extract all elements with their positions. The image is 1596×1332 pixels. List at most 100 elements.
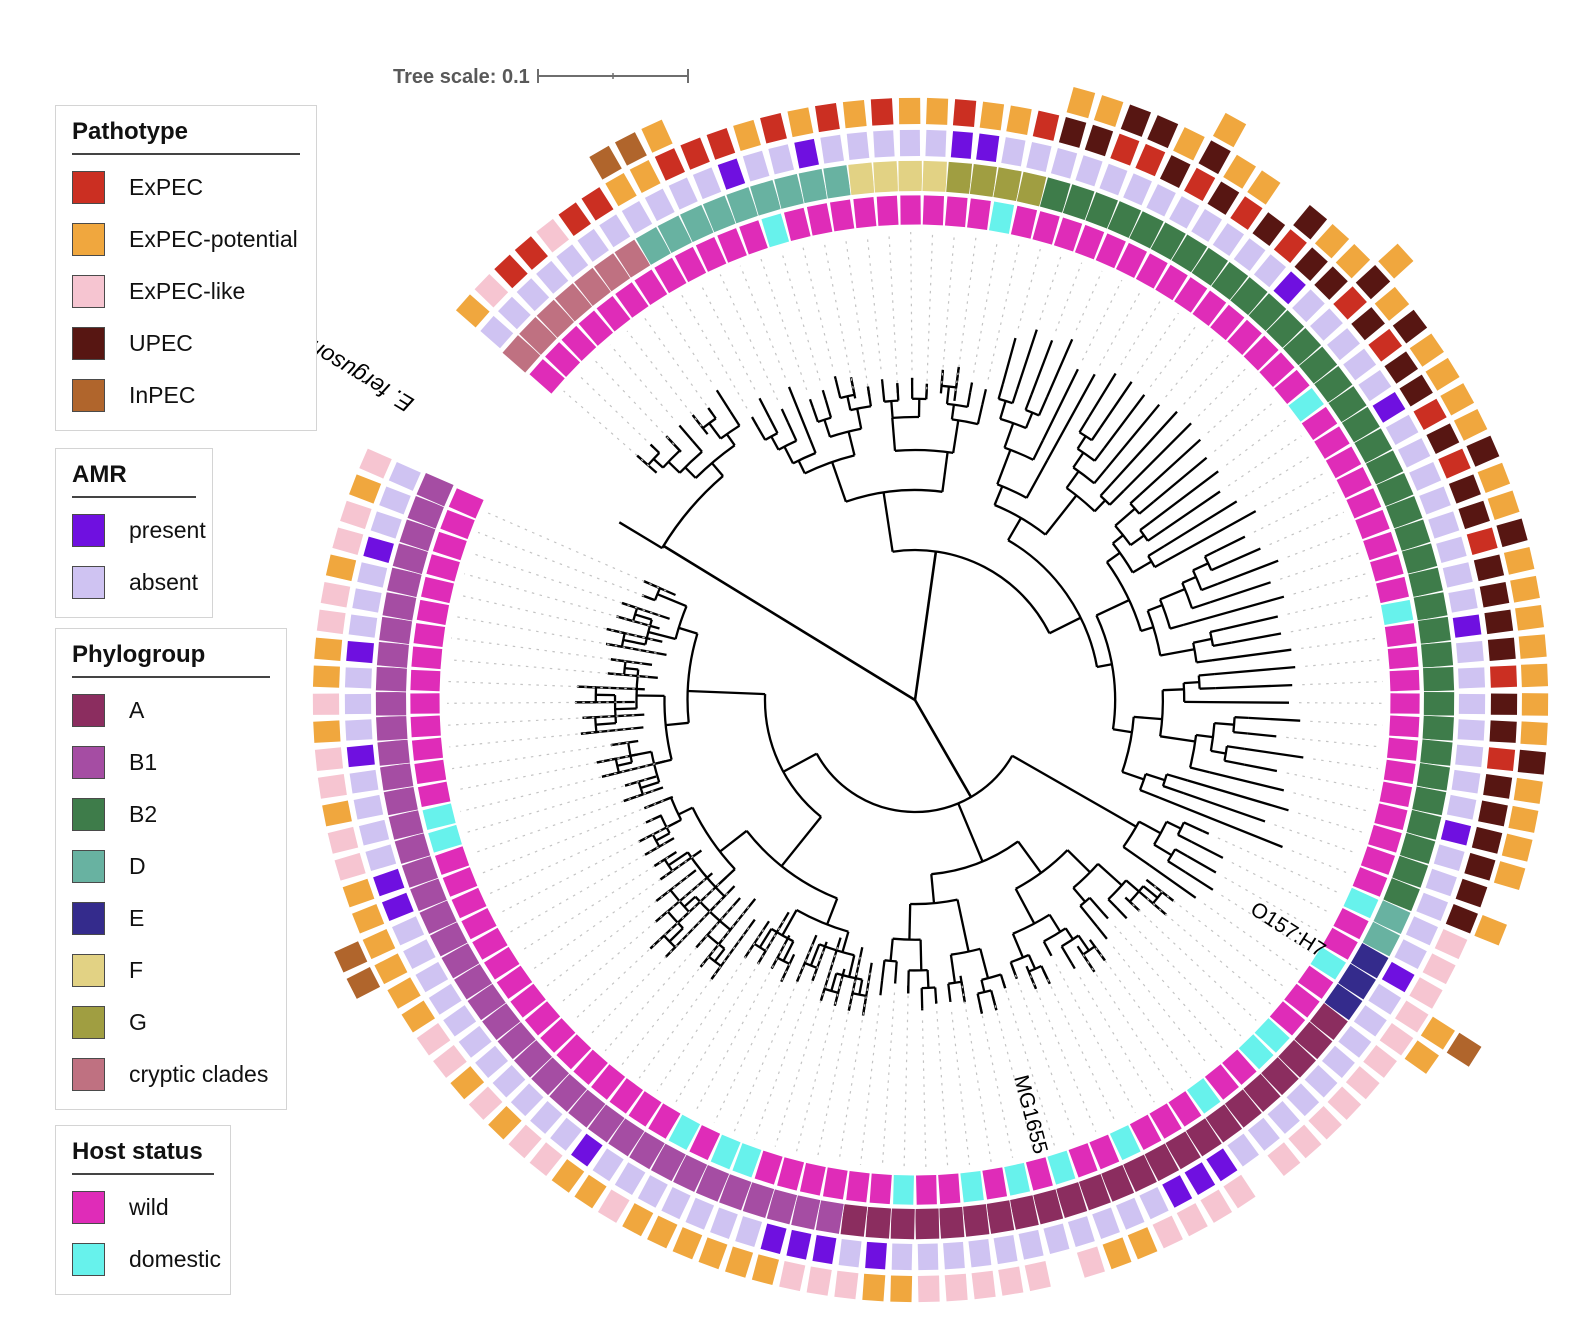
leaf-guide-ray — [802, 245, 834, 367]
tree-branch — [758, 397, 771, 419]
tree-branch — [1169, 623, 1185, 630]
ring-amr-cell — [380, 891, 415, 923]
legend-host: Host status wild domestic — [55, 1125, 231, 1295]
ring-amr-cell — [1424, 867, 1458, 898]
tree-branch — [925, 383, 929, 400]
ring-host-status-cell — [633, 268, 669, 307]
ring-pathotype-1-cell — [778, 1260, 807, 1293]
ring-phylogroup-cell — [375, 714, 409, 742]
leaf-guide-ray — [454, 615, 657, 654]
tree-branch — [782, 940, 795, 962]
leaf-guide-ray — [1055, 262, 1083, 332]
tree-branch — [1096, 663, 1113, 669]
leaf-guide-ray — [466, 778, 647, 834]
leaf-guide-ray — [1047, 978, 1117, 1123]
ring-amr-cell — [1415, 891, 1450, 923]
ring-host-status-cell — [1273, 368, 1311, 406]
leaf-guide-ray — [662, 305, 712, 383]
leaf-guide-ray — [941, 233, 955, 384]
tree-branch — [1159, 588, 1186, 601]
ring-amr-cell — [357, 818, 391, 847]
legend-swatch — [72, 1058, 105, 1091]
leaf-guide-ray — [973, 239, 999, 373]
ring-host-status-cell — [528, 357, 566, 395]
leaf-guide-ray — [470, 552, 661, 617]
leaf-guide-ray — [733, 944, 814, 1132]
ring-phylogroup-cell — [864, 1205, 892, 1240]
legend-item-expec-potential: ExPEC-potential — [72, 223, 300, 256]
tree-arc — [720, 424, 741, 440]
tree-branch — [634, 613, 653, 621]
ring-pathotype-2-cell — [1500, 832, 1534, 863]
tree-branch — [1212, 641, 1232, 648]
tree-branch — [780, 953, 796, 983]
ring-host-status-cell — [539, 1016, 577, 1054]
ring-pathotype-1-cell — [1182, 166, 1217, 203]
ring-pathotype-1-cell — [889, 1274, 913, 1304]
ring-host-status-cell — [1226, 318, 1264, 357]
leaf-guide-ray — [573, 883, 720, 1021]
tree-branch — [1044, 494, 1078, 536]
tree-branch — [1090, 427, 1102, 441]
ring-amr-cell — [1205, 1147, 1239, 1183]
ring-amr-cell — [1380, 960, 1416, 994]
ring-pathotype-1-cell — [898, 97, 922, 126]
ring-phylogroup-cell — [839, 1203, 869, 1238]
leaf-guide-ray — [1269, 511, 1344, 546]
tree-arc — [1146, 610, 1162, 656]
ring-amr-cell — [691, 166, 723, 201]
tree-branch — [856, 408, 863, 430]
leaf-guide-ray — [739, 265, 786, 378]
tree-arc — [678, 450, 703, 474]
ring-amr-cell — [1091, 1206, 1121, 1240]
tree-branch — [847, 431, 856, 456]
tree-branch — [1198, 672, 1215, 677]
tree-branch — [708, 422, 722, 440]
leaf-guide-ray — [1153, 885, 1285, 988]
tree-arc — [815, 753, 1014, 814]
leaf-guide-ray — [1197, 368, 1247, 417]
ring-amr-cell — [1066, 1215, 1096, 1249]
ring-host-status-cell — [653, 256, 688, 295]
tree-branch — [781, 909, 798, 936]
legend-item-b2: B2 — [72, 798, 270, 831]
ring-host-status-cell — [1359, 845, 1397, 876]
tree-branch — [683, 895, 697, 908]
ring-pathotype-1-cell — [943, 1272, 969, 1303]
tree-arc — [686, 851, 726, 898]
ring-pathotype-1-cell — [1158, 154, 1192, 190]
leaf-guide-ray — [488, 818, 653, 895]
tree-branch — [768, 417, 779, 434]
ring-pathotype-1-cell — [1083, 123, 1115, 158]
ring-pathotype-1-cell — [621, 1202, 655, 1238]
ring-host-status-cell — [1237, 1033, 1275, 1071]
ring-amr-cell — [369, 510, 403, 540]
tree-branch — [808, 398, 815, 409]
tree-branch — [1116, 907, 1128, 920]
tree-branch — [1234, 716, 1249, 720]
ring-pathotype-1-cell — [1437, 447, 1472, 480]
tree-branch — [1164, 490, 1221, 531]
ring-amr-cell — [1371, 390, 1407, 424]
tree-branch — [1248, 716, 1301, 722]
ring-pathotype-1-cell — [1454, 877, 1489, 909]
tree-arc — [946, 402, 968, 409]
ring-pathotype-2-cell — [1512, 776, 1544, 805]
tree-branch — [1046, 373, 1096, 461]
ring-pathotype-1-cell — [316, 773, 348, 800]
ring-phylogroup-cell — [375, 691, 408, 717]
tree-branch — [622, 638, 646, 646]
tree-branch — [618, 521, 663, 550]
ring-amr-cell — [1308, 307, 1344, 342]
tree-branch — [1032, 439, 1044, 461]
tree-branch — [643, 795, 674, 810]
tree-branch — [1233, 730, 1248, 735]
ring-host-status-cell — [852, 196, 878, 230]
ring-amr-cell — [1325, 326, 1362, 362]
ring-amr-cell — [1396, 437, 1432, 469]
ring-host-status-cell — [412, 622, 447, 648]
ring-pathotype-1-cell — [1489, 664, 1518, 689]
tree-arc — [702, 417, 717, 430]
ring-amr-cell — [1357, 368, 1393, 403]
tree-arc — [1095, 614, 1117, 730]
